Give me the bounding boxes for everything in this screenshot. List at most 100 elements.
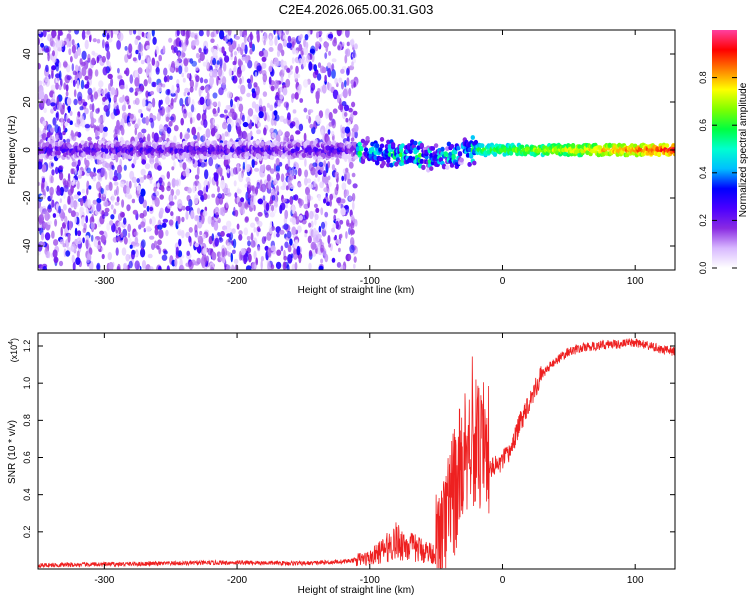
spectrogram-cell bbox=[322, 170, 327, 178]
spectrogram-cell bbox=[359, 145, 364, 151]
snr-y-scale-exp: 4 bbox=[8, 341, 15, 345]
spectrogram-cell bbox=[251, 122, 255, 127]
spectrogram-cell bbox=[198, 47, 202, 54]
spectrogram-cell bbox=[220, 230, 225, 237]
spectrogram-cell bbox=[86, 30, 91, 35]
spectrogram-cell bbox=[216, 30, 219, 35]
spectrogram-cell bbox=[352, 183, 358, 189]
spectrogram-cell bbox=[317, 194, 321, 202]
spectrogram-cell bbox=[155, 191, 160, 196]
spectrogram-cell bbox=[298, 58, 303, 66]
spectrogram-cell bbox=[106, 50, 111, 60]
snr-background bbox=[38, 333, 675, 569]
spectrogram-cell bbox=[55, 73, 61, 79]
spectrogram-cell bbox=[246, 236, 251, 241]
spectrogram-cell bbox=[84, 39, 89, 50]
spectrogram-cell bbox=[218, 47, 222, 52]
spectrogram-cell bbox=[456, 145, 461, 151]
spectrogram-cell bbox=[315, 31, 320, 39]
spectrogram-cell bbox=[104, 201, 109, 207]
spectrogram-cell bbox=[119, 181, 125, 188]
spectrogram-cell bbox=[271, 194, 276, 201]
spectrogram-cell bbox=[177, 229, 183, 236]
spectrogram-cell bbox=[266, 174, 271, 182]
spectrogram-cell bbox=[294, 262, 298, 270]
spectrogram-cell bbox=[102, 39, 105, 49]
spectrogram-cell bbox=[234, 192, 238, 198]
spectrogram-cell bbox=[151, 30, 155, 37]
spectrogram-cell bbox=[212, 118, 215, 126]
spectrogram-cell bbox=[149, 218, 153, 225]
spectrogram-cell bbox=[153, 182, 157, 188]
spectrogram-cell bbox=[52, 93, 56, 100]
spectrogram-cell bbox=[285, 78, 291, 88]
spectrogram-cell bbox=[328, 111, 333, 121]
spectrogram-cell bbox=[253, 204, 256, 212]
spectrogram-cell bbox=[273, 57, 279, 67]
spectrogram-cell bbox=[38, 37, 41, 46]
spectrogram-cell bbox=[194, 34, 198, 40]
spectrogram-cell bbox=[173, 124, 179, 132]
spectrogram-cell bbox=[121, 104, 126, 112]
spectrogram-cell bbox=[137, 67, 143, 75]
spectrogram-cell bbox=[344, 80, 347, 88]
spectrogram-cell bbox=[195, 52, 200, 59]
spectrogram-cell bbox=[66, 138, 71, 144]
spectrogram-cell bbox=[345, 231, 348, 239]
spectrogram-cell bbox=[256, 129, 262, 135]
spectrogram-cell bbox=[346, 222, 351, 227]
spectrogram-cell bbox=[304, 229, 308, 234]
spectrogram-cell bbox=[42, 30, 47, 38]
spectrogram-cell bbox=[286, 42, 292, 49]
spectrogram-cell bbox=[207, 215, 212, 225]
spectrogram-cell bbox=[209, 69, 213, 77]
spectrogram-cell bbox=[97, 172, 102, 181]
spectrogram-cell bbox=[48, 155, 53, 161]
spectrogram-cell bbox=[110, 30, 114, 39]
spectrogram-cell bbox=[231, 75, 235, 81]
spectrogram-cell bbox=[331, 69, 336, 79]
spectrogram-cell bbox=[265, 164, 272, 171]
spectrogram-cell bbox=[279, 86, 283, 93]
spectrogram-cell bbox=[324, 52, 328, 59]
spectrogram-cell bbox=[311, 126, 316, 135]
spectrogram-cell bbox=[292, 250, 298, 260]
spectrogram-cell bbox=[274, 114, 280, 122]
spectrogram-cell bbox=[120, 127, 125, 136]
spectrogram-cell bbox=[153, 186, 157, 192]
spectrogram-cell bbox=[250, 232, 254, 241]
spectrogram-cell bbox=[197, 235, 201, 241]
spectrogram-cell bbox=[345, 167, 349, 173]
spectrogram-cell bbox=[210, 31, 215, 38]
spectrogram-cell bbox=[274, 119, 277, 126]
spectrogram-cell bbox=[218, 196, 224, 205]
spectrogram-cell bbox=[241, 75, 244, 84]
spectrogram-cell bbox=[227, 41, 231, 46]
spectrogram-cell bbox=[62, 204, 67, 211]
spectrogram-cell bbox=[381, 160, 386, 166]
spectrogram-cell bbox=[238, 140, 243, 146]
spectrogram-cell bbox=[430, 146, 436, 151]
spectrogram-cell bbox=[274, 102, 278, 109]
spectrogram-cell bbox=[271, 132, 277, 139]
spectrogram-cell bbox=[58, 165, 64, 171]
spectrogram-cell bbox=[240, 248, 246, 256]
spectrogram-cell bbox=[199, 96, 205, 106]
spectrogram-cell bbox=[149, 266, 154, 270]
spectrogram-cell bbox=[191, 126, 197, 136]
spectrogram-cell bbox=[211, 129, 216, 136]
spectrogram-cell bbox=[211, 219, 215, 228]
spectrogram-cell bbox=[341, 175, 345, 182]
spectrogram-cell bbox=[41, 164, 47, 173]
colorbar-tick-label: 0.2 bbox=[698, 214, 708, 227]
spectrogram-cell bbox=[292, 41, 295, 48]
spectrogram-cell bbox=[199, 51, 205, 62]
spectrogram-cell bbox=[208, 176, 212, 185]
spectrogram-cell bbox=[598, 145, 603, 151]
spectrogram-cell bbox=[321, 66, 327, 74]
spectrogram-cell bbox=[217, 186, 220, 193]
spectrogram-cell bbox=[155, 45, 159, 55]
spectrogram-cell bbox=[327, 161, 331, 169]
spectrogram-cell bbox=[445, 165, 450, 170]
spectrogram-cell bbox=[453, 149, 458, 155]
